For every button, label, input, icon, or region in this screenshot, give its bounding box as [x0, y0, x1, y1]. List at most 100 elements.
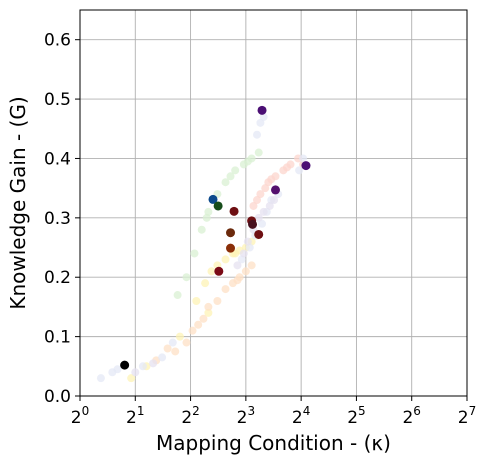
faint-point — [243, 157, 252, 166]
x-tick-exponent: 7 — [469, 404, 477, 418]
x-tick-base: 2 — [237, 408, 248, 428]
faint-point — [204, 302, 213, 311]
y-tick-label: 0.1 — [44, 328, 71, 348]
faint-point — [168, 338, 177, 347]
x-tick-base: 2 — [126, 408, 137, 428]
x-tick-label: 26 — [402, 404, 420, 428]
y-tick-label: 0.6 — [44, 31, 71, 51]
faint-point — [192, 296, 201, 305]
faint-point — [256, 118, 265, 127]
faint-point — [221, 178, 230, 187]
faint-point — [188, 326, 197, 335]
highlighted-point — [226, 228, 236, 238]
highlighted-point — [229, 206, 239, 216]
faint-point — [138, 362, 147, 371]
x-tick-base: 2 — [71, 408, 82, 428]
faint-point — [265, 201, 274, 210]
faint-point — [253, 196, 262, 205]
faint-point — [96, 374, 105, 383]
faint-point — [149, 359, 158, 368]
faint-point — [113, 365, 122, 374]
faint-point — [231, 166, 240, 175]
gridlines — [79, 10, 468, 397]
faint-point — [233, 276, 242, 285]
faint-point — [127, 374, 136, 383]
y-tick-label: 0.2 — [44, 268, 71, 288]
highlighted-point — [214, 266, 224, 276]
x-tick-exponent: 4 — [303, 404, 311, 418]
y-axis-label: Knowledge Gain - (G) — [6, 96, 30, 309]
faint-point — [158, 353, 167, 362]
faint-point — [202, 213, 211, 222]
highlighted-point — [213, 201, 223, 211]
y-tick-label: 0.0 — [44, 387, 71, 407]
x-tick-base: 2 — [292, 408, 303, 428]
x-tick-label: 25 — [347, 404, 365, 428]
faint-point — [182, 338, 191, 347]
faint-point — [173, 291, 182, 300]
x-tick-exponent: 0 — [82, 404, 90, 418]
highlighted-point — [226, 243, 236, 253]
highlighted-point — [270, 185, 280, 195]
highlighted-point — [120, 360, 130, 370]
x-tick-label: 23 — [237, 404, 255, 428]
faint-point — [233, 261, 242, 270]
faint-point — [204, 308, 213, 317]
faint-point — [267, 175, 276, 184]
y-tick-label: 0.5 — [44, 90, 71, 110]
faint-point — [254, 213, 263, 222]
faint-point — [258, 219, 267, 228]
highlighted-point — [257, 105, 267, 115]
faint-point — [190, 249, 199, 258]
faint-point — [207, 267, 216, 276]
faint-point — [182, 273, 191, 282]
faint-point — [295, 166, 304, 175]
faint-point — [197, 225, 206, 234]
x-tick-label: 27 — [458, 404, 476, 428]
faint-point — [270, 196, 279, 205]
x-tick-base: 2 — [458, 408, 469, 428]
highlighted-point — [254, 229, 264, 239]
faint-points-layer — [96, 112, 308, 383]
faint-point — [175, 332, 184, 341]
faint-point — [199, 314, 208, 323]
highlighted-point — [208, 194, 218, 204]
x-tick-base: 2 — [347, 408, 358, 428]
faint-point — [253, 130, 262, 139]
faint-point — [213, 296, 222, 305]
x-tick-label: 21 — [126, 404, 144, 428]
faint-point — [194, 320, 203, 329]
plot-frame — [79, 9, 468, 397]
highlighted-point — [248, 219, 258, 229]
x-tick-exponent: 5 — [358, 404, 366, 418]
faint-point — [256, 190, 265, 199]
highlighted-point — [301, 161, 311, 171]
faint-point — [221, 255, 230, 264]
y-tick-label: 0.4 — [44, 149, 71, 169]
x-axis-label: Mapping Condition - (κ) — [156, 431, 391, 455]
x-tick-label: 20 — [71, 404, 89, 428]
faint-point — [163, 344, 172, 353]
faint-point — [254, 148, 263, 157]
x-tick-exponent: 2 — [192, 404, 200, 418]
y-tick-label: 0.3 — [44, 209, 71, 229]
faint-point — [282, 163, 291, 172]
faint-point — [239, 249, 248, 258]
x-tick-label: 24 — [292, 404, 310, 428]
faint-point — [131, 368, 140, 377]
faint-point — [261, 184, 270, 193]
x-tick-base: 2 — [402, 408, 413, 428]
x-tick-exponent: 1 — [137, 404, 145, 418]
faint-point — [243, 237, 252, 246]
faint-point — [259, 112, 268, 121]
faint-point — [259, 207, 268, 216]
faint-point — [171, 347, 180, 356]
faint-point — [299, 154, 308, 163]
x-tick-label: 22 — [181, 404, 199, 428]
ticks-layer: 20 21 22 23 24 25 26 270.00.10.20.30.40.50.6 — [44, 31, 476, 428]
faint-point — [247, 261, 256, 270]
faint-point — [249, 201, 258, 210]
faint-point — [226, 172, 235, 181]
x-tick-exponent: 3 — [247, 404, 255, 418]
